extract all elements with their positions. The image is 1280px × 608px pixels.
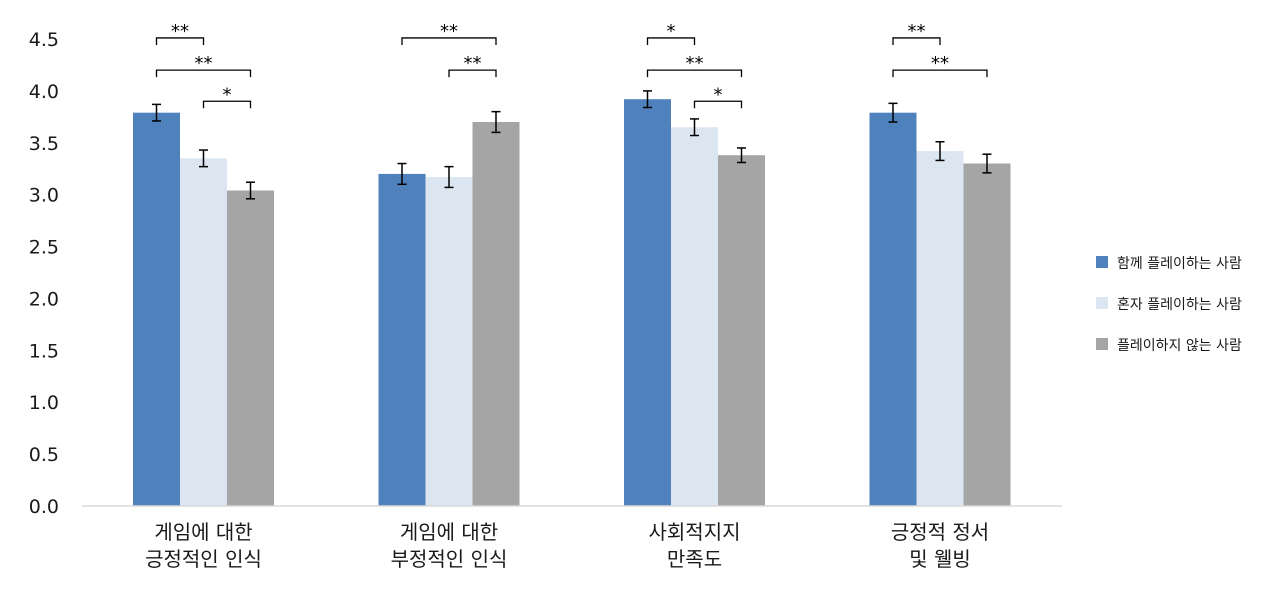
category-label: 게임에 대한 (400, 520, 498, 544)
bar (963, 163, 1011, 507)
significance-bracket: * (646, 21, 696, 45)
significance-bracket: ** (646, 53, 743, 78)
error-bar (246, 181, 255, 200)
legend-item: 플레이하지 않는 사람 (1096, 338, 1242, 354)
legend-item: 함께 플레이하는 사람 (1096, 256, 1242, 272)
bar (624, 99, 671, 507)
error-bar (737, 147, 746, 164)
error-bars (152, 90, 992, 200)
significance-label: ** (440, 21, 458, 42)
bar (227, 190, 274, 506)
bar (472, 122, 520, 507)
error-bar (152, 103, 161, 122)
y-tick-label: 0.0 (29, 496, 59, 518)
significance-label: ** (908, 21, 926, 42)
significance-bracket: ** (401, 21, 497, 45)
legend-swatch (1096, 338, 1108, 350)
y-tick-label: 3.5 (29, 133, 59, 155)
y-tick-label: 2.5 (29, 237, 59, 259)
significance-label: ** (464, 53, 482, 74)
significance-bracket: * (693, 84, 743, 109)
y-tick-label: 2.0 (29, 288, 59, 310)
error-bar (982, 153, 992, 174)
error-bar (444, 165, 454, 189)
bracket-line (448, 69, 497, 78)
y-tick-label: 1.0 (29, 392, 59, 414)
legend-swatch (1096, 297, 1108, 309)
significance-label: ** (686, 53, 704, 74)
bar (916, 151, 964, 506)
y-tick-label: 0.5 (29, 444, 59, 466)
legend-label: 함께 플레이하는 사람 (1117, 256, 1242, 272)
y-tick-label: 4.5 (29, 29, 59, 51)
significance-bracket: ** (155, 53, 252, 78)
significance-brackets: ***************** (155, 21, 988, 109)
significance-bracket: ** (892, 53, 988, 78)
error-bar (935, 140, 945, 162)
bracket-line (693, 100, 743, 109)
bracket-line (401, 37, 497, 45)
bar (133, 112, 180, 506)
significance-label: ** (171, 21, 189, 42)
bar (869, 112, 917, 506)
significance-bracket: ** (892, 21, 941, 45)
legend-item: 혼자 플레이하는 사람 (1096, 297, 1242, 313)
category-label: 만족도 (667, 547, 722, 571)
significance-label: * (667, 21, 676, 42)
significance-label: ** (195, 53, 213, 74)
y-axis: 0.0 0.5 1.0 1.5 2.0 2.5 3.0 3.5 4.0 4.5 (29, 29, 59, 518)
legend-label: 플레이하지 않는 사람 (1117, 338, 1242, 354)
bars (133, 99, 1011, 507)
error-bar (690, 118, 699, 137)
y-tick-label: 4.0 (29, 81, 59, 103)
bracket-line (155, 69, 252, 78)
error-bar (888, 102, 898, 123)
error-bar (199, 149, 208, 168)
y-tick-label: 3.0 (29, 185, 59, 207)
significance-bracket: ** (448, 53, 497, 78)
legend-swatch (1096, 256, 1108, 268)
significance-label: * (714, 84, 723, 105)
significance-label: * (223, 84, 232, 105)
bracket-line (155, 37, 205, 45)
bracket-line (646, 37, 696, 45)
bar (425, 177, 473, 506)
bar (180, 158, 227, 506)
significance-bracket: * (202, 84, 252, 109)
significance-label: ** (931, 53, 949, 74)
error-bar (643, 90, 652, 109)
bracket-line (646, 69, 743, 78)
error-bar (491, 110, 501, 134)
bar (718, 155, 765, 506)
y-tick-label: 1.5 (29, 340, 59, 362)
bracket-line (202, 100, 252, 109)
category-label: 부정적인 인식 (391, 547, 508, 571)
error-bar (397, 162, 407, 186)
category-label: 긍정적인 인식 (145, 547, 262, 571)
legend-label: 혼자 플레이하는 사람 (1117, 297, 1242, 313)
category-label: 및 웰빙 (909, 547, 971, 571)
category-label: 긍정적 정서 (891, 520, 989, 544)
category-label: 게임에 대한 (154, 520, 252, 544)
bar (671, 127, 718, 506)
bar (378, 173, 426, 506)
category-label: 사회적지지 (649, 520, 741, 544)
significance-bracket: ** (155, 21, 205, 45)
bracket-line (892, 69, 988, 78)
bracket-line (892, 37, 941, 45)
